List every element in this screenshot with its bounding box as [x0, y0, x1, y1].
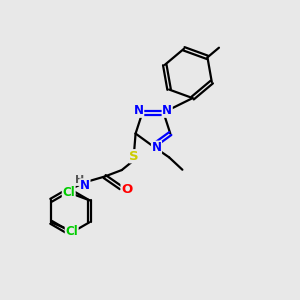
Text: S: S — [129, 150, 139, 163]
Text: Cl: Cl — [65, 225, 78, 238]
Text: H: H — [75, 176, 85, 185]
Text: N: N — [80, 179, 90, 192]
Text: N: N — [162, 104, 172, 117]
Text: N: N — [134, 104, 144, 117]
Text: O: O — [121, 183, 132, 196]
Text: Cl: Cl — [62, 185, 75, 199]
Text: N: N — [152, 141, 161, 154]
